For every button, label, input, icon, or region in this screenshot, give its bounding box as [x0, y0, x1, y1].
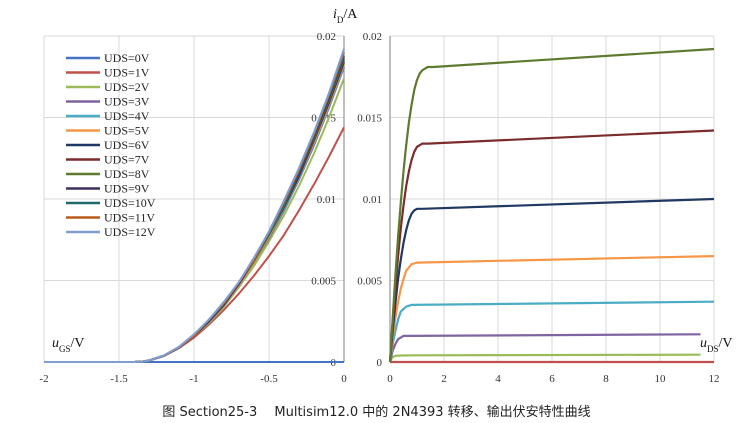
transfer-x-tick-label: -1 [189, 373, 198, 385]
axis-labels: iD/A uGS/V uDS/V [52, 7, 733, 354]
output-x-tick-label: 2 [441, 373, 447, 385]
transfer-x-tick-label: -1.5 [110, 373, 128, 385]
output-characteristic-chart: 0 2 4 6 8 10 12 0 0.005 0.01 0.015 0.02 [357, 31, 719, 385]
transfer-x-tick-label: -2 [39, 373, 48, 385]
output-series-line [388, 47, 715, 363]
transfer-chart-legend: UDS=0VUDS=1VUDS=2VUDS=3VUDS=4VUDS=5VUDS=… [66, 51, 156, 239]
output-y-tick-label: 0 [377, 357, 383, 369]
legend-entry: UDS=4V [104, 109, 150, 123]
ugs-axis-label: uGS/V [52, 336, 85, 354]
transfer-x-tick-label: -0.5 [260, 373, 278, 385]
output-series-line [388, 333, 701, 363]
legend-entry: UDS=10V [104, 196, 156, 210]
uds-axis-label: uDS/V [700, 336, 733, 354]
legend-entry: UDS=6V [104, 138, 150, 152]
legend-entry: UDS=8V [104, 167, 150, 181]
legend-entry: UDS=9V [104, 182, 150, 196]
transfer-series-line [44, 48, 345, 363]
output-x-tick-label: 10 [655, 373, 667, 385]
output-series-line [388, 197, 715, 363]
output-x-tick-label: 12 [709, 373, 720, 385]
output-x-tick-label: 4 [495, 373, 501, 385]
transfer-x-tick-label: 0 [341, 373, 347, 385]
output-y-tick-label: 0.005 [357, 276, 382, 288]
legend-entry: UDS=5V [104, 124, 150, 138]
id-axis-label: iD/A [333, 7, 358, 25]
output-x-tick-label: 8 [603, 373, 609, 385]
output-x-tick-label: 6 [549, 373, 555, 385]
transfer-y-tick-label: 0.01 [317, 194, 336, 206]
legend-entry: UDS=11V [104, 211, 155, 225]
output-y-tick-label: 0.02 [363, 31, 382, 43]
legend-entry: UDS=3V [104, 95, 150, 109]
output-y-tick-label: 0.015 [357, 113, 382, 125]
transfer-y-tick-label: 0.005 [311, 276, 336, 288]
legend-entry: UDS=1V [104, 66, 150, 80]
output-y-tick-label: 0.01 [363, 194, 382, 206]
legend-entry: UDS=2V [104, 80, 150, 94]
output-x-tick-label: 0 [387, 373, 393, 385]
legend-entry: UDS=0V [104, 51, 150, 65]
legend-entry: UDS=7V [104, 153, 150, 167]
transfer-y-tick-label: 0.02 [317, 31, 336, 43]
legend-entry: UDS=12V [104, 225, 156, 239]
figure-caption: 图 Section25-3 Multisim12.0 中的 2N4393 转移、… [162, 405, 591, 420]
